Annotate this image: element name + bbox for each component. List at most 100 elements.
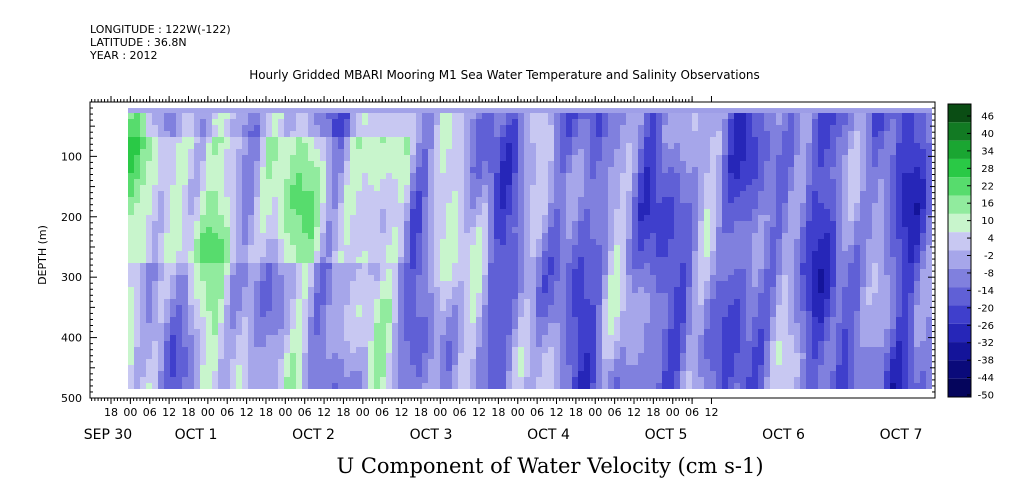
heatmap-cell	[134, 179, 140, 185]
heatmap-cell	[722, 209, 728, 215]
heatmap-cell	[704, 293, 710, 299]
heatmap-cell	[350, 287, 356, 293]
heatmap-cell	[596, 251, 602, 257]
heatmap-cell	[638, 341, 644, 347]
heatmap-cell	[518, 263, 524, 269]
heatmap-cell	[296, 329, 302, 335]
heatmap-cell	[350, 197, 356, 203]
heatmap-cell	[674, 245, 680, 251]
heatmap-cell	[704, 371, 710, 377]
heatmap-cell	[362, 263, 368, 269]
heatmap-cell	[236, 251, 242, 257]
heatmap-cell	[734, 359, 740, 365]
heatmap-cell	[182, 119, 188, 125]
heatmap-cell	[578, 233, 584, 239]
heatmap-cell	[572, 203, 578, 209]
heatmap-cell	[230, 287, 236, 293]
heatmap-cell	[224, 347, 230, 353]
heatmap-cell	[218, 143, 224, 149]
heatmap-cell	[482, 191, 488, 197]
heatmap-cell	[728, 149, 734, 155]
heatmap-cell	[422, 143, 428, 149]
heatmap-cell	[770, 359, 776, 365]
heatmap-cell	[152, 287, 158, 293]
heatmap-cell	[608, 137, 614, 143]
heatmap-cell	[554, 371, 560, 377]
heatmap-cell	[752, 125, 758, 131]
heatmap-cell	[356, 383, 362, 389]
heatmap-cell	[752, 155, 758, 161]
heatmap-cell	[176, 239, 182, 245]
heatmap-cell	[410, 335, 416, 341]
heatmap-cell	[650, 167, 656, 173]
heatmap-cell	[476, 167, 482, 173]
heatmap-cell	[476, 191, 482, 197]
heatmap-cell	[530, 335, 536, 341]
heatmap-cell	[482, 305, 488, 311]
heatmap-cell	[344, 257, 350, 263]
heatmap-cell	[746, 191, 752, 197]
heatmap-cell	[230, 323, 236, 329]
heatmap-cell	[368, 365, 374, 371]
heatmap-cell	[242, 215, 248, 221]
heatmap-cell	[446, 299, 452, 305]
heatmap-cell	[254, 155, 260, 161]
heatmap-cell	[296, 131, 302, 137]
heatmap-cell	[596, 137, 602, 143]
heatmap-cell	[218, 185, 224, 191]
heatmap-cell	[764, 191, 770, 197]
heatmap-cell	[362, 173, 368, 179]
heatmap-cell	[644, 203, 650, 209]
heatmap-cell	[770, 239, 776, 245]
heatmap-cell	[128, 317, 134, 323]
heatmap-cell	[572, 305, 578, 311]
heatmap-cell	[518, 251, 524, 257]
heatmap-cell	[620, 257, 626, 263]
heatmap-cell	[266, 383, 272, 389]
heatmap-cell	[584, 173, 590, 179]
heatmap-cell	[428, 155, 434, 161]
heatmap-cell	[542, 371, 548, 377]
heatmap-cell	[272, 191, 278, 197]
heatmap-cell	[236, 179, 242, 185]
heatmap-cell	[626, 125, 632, 131]
heatmap-cell	[722, 245, 728, 251]
heatmap-cell	[164, 377, 170, 383]
heatmap-cell	[386, 149, 392, 155]
heatmap-cell	[404, 167, 410, 173]
heatmap-cell	[680, 209, 686, 215]
heatmap-cell	[428, 251, 434, 257]
heatmap-cell	[620, 347, 626, 353]
heatmap-cell	[332, 131, 338, 137]
heatmap-cell	[674, 131, 680, 137]
heatmap-cell	[452, 305, 458, 311]
heatmap-cell	[320, 161, 326, 167]
heatmap-cell	[482, 185, 488, 191]
heatmap-cell	[722, 233, 728, 239]
heatmap-cell	[320, 227, 326, 233]
heatmap-cell	[386, 269, 392, 275]
heatmap-cell	[332, 341, 338, 347]
heatmap-cell	[368, 275, 374, 281]
heatmap-cell	[698, 305, 704, 311]
heatmap-cell	[770, 371, 776, 377]
heatmap-cell	[242, 131, 248, 137]
heatmap-cell	[746, 323, 752, 329]
heatmap-cell	[158, 275, 164, 281]
heatmap-cell	[578, 263, 584, 269]
heatmap-cell	[710, 275, 716, 281]
heatmap-cell	[284, 305, 290, 311]
heatmap-cell	[530, 371, 536, 377]
heatmap-cell	[590, 353, 596, 359]
heatmap-cell	[314, 287, 320, 293]
heatmap-cell	[626, 185, 632, 191]
heatmap-cell	[446, 215, 452, 221]
heatmap-cell	[548, 227, 554, 233]
heatmap-cell	[152, 131, 158, 137]
heatmap-cell	[602, 281, 608, 287]
heatmap-cell	[206, 383, 212, 389]
heatmap-cell	[764, 221, 770, 227]
heatmap-cell	[242, 305, 248, 311]
heatmap-cell	[152, 227, 158, 233]
heatmap-cell	[314, 299, 320, 305]
